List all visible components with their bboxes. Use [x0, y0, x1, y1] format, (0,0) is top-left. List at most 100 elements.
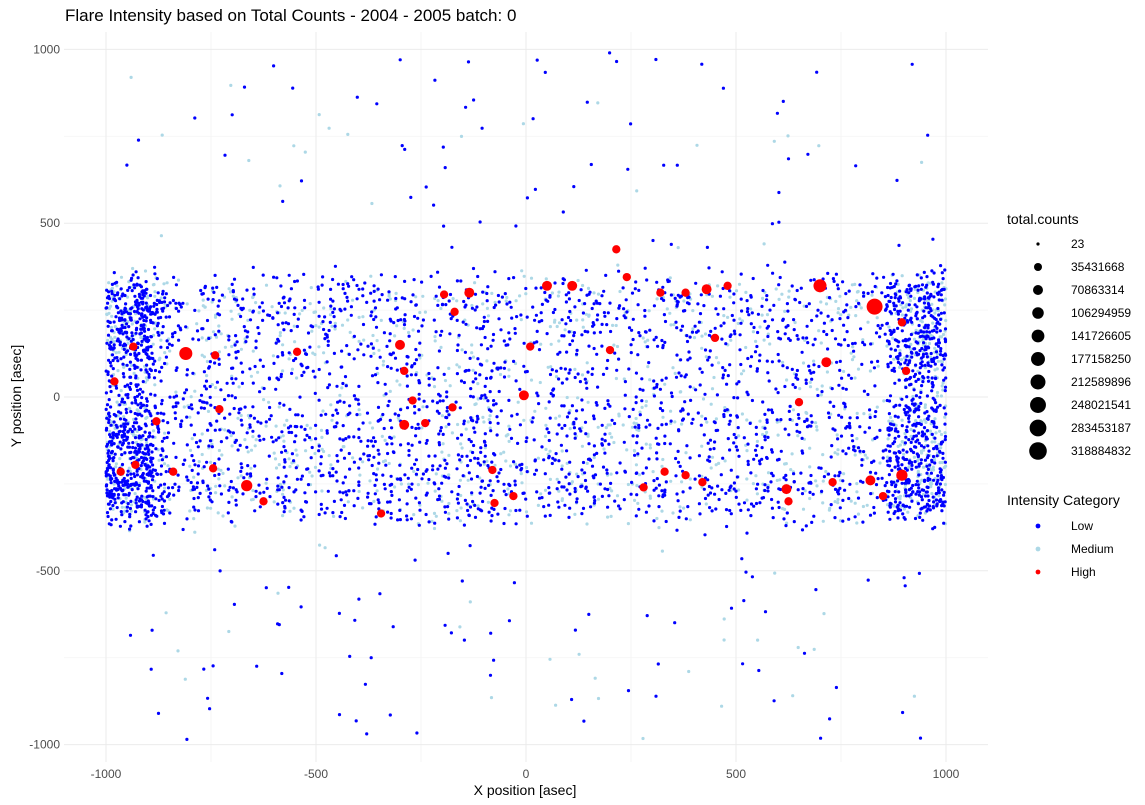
- flare-point-low: [456, 436, 460, 440]
- flare-point-low: [149, 414, 153, 418]
- flare-point-low: [698, 383, 702, 387]
- flare-point-low: [530, 420, 534, 424]
- flare-point-medium: [332, 514, 336, 519]
- flare-point-low: [640, 446, 644, 450]
- flare-point-medium: [278, 482, 282, 486]
- flare-point-low: [151, 321, 155, 325]
- flare-point-low: [827, 415, 831, 420]
- flare-point-low: [496, 293, 500, 298]
- flare-point-low: [414, 496, 418, 500]
- flare-point-medium: [205, 506, 209, 510]
- flare-point-low: [470, 306, 474, 310]
- flare-point-medium: [381, 460, 386, 464]
- flare-point-low: [911, 369, 915, 373]
- flare-point-low: [149, 335, 153, 339]
- flare-point-low: [728, 363, 732, 367]
- flare-point-low: [698, 512, 702, 516]
- flare-point-medium: [473, 281, 477, 285]
- flare-point-low: [135, 469, 139, 473]
- flare-point-medium: [112, 482, 116, 486]
- flare-point-low: [494, 303, 498, 307]
- flare-point-low: [609, 329, 613, 334]
- flare-point-low: [810, 377, 814, 381]
- flare-point-medium: [230, 444, 234, 448]
- flare-point-low: [276, 484, 280, 488]
- flare-point-low: [478, 491, 482, 495]
- flare-point-low: [926, 379, 931, 383]
- flare-point-low: [600, 494, 605, 498]
- flare-point-medium: [136, 409, 140, 413]
- flare-point-medium: [899, 358, 904, 362]
- flare-point-low: [126, 429, 130, 433]
- flare-point-medium: [395, 324, 399, 328]
- flare-point-low: [202, 465, 206, 469]
- flare-point-low: [910, 499, 914, 503]
- flare-point-low: [172, 275, 176, 279]
- flare-point-low: [296, 413, 300, 417]
- flare-point-low: [843, 402, 847, 406]
- flare-point-low: [770, 318, 775, 322]
- flare-point-low: [610, 418, 614, 422]
- flare-point-low: [261, 273, 265, 277]
- flare-point-low: [838, 506, 842, 510]
- flare-point-low: [792, 472, 796, 476]
- flare-point-medium: [117, 350, 121, 354]
- flare-point-low: [112, 320, 116, 324]
- flare-point-low: [283, 498, 288, 502]
- flare-point-low: [555, 487, 559, 491]
- flare-point-low: [412, 314, 417, 319]
- flare-point-medium: [740, 412, 745, 416]
- flare-point-low: [127, 491, 131, 495]
- flare-point-low: [927, 414, 931, 418]
- flare-point-low: [104, 407, 108, 411]
- flare-point-low: [386, 510, 390, 514]
- flare-point-low: [161, 325, 165, 329]
- flare-point-low: [676, 460, 681, 464]
- flare-point-low: [652, 519, 656, 523]
- flare-point-low: [600, 442, 604, 446]
- flare-point-low: [248, 318, 253, 322]
- flare-point-low: [314, 437, 318, 441]
- flare-point-medium: [504, 299, 508, 303]
- flare-point-low: [202, 406, 206, 410]
- flare-point-low: [675, 528, 679, 532]
- flare-point-medium: [673, 420, 677, 424]
- flare-point-low: [399, 318, 403, 322]
- flare-point-low: [502, 366, 506, 370]
- flare-point-low: [736, 396, 740, 400]
- flare-point-low: [804, 524, 808, 528]
- flare-point-low: [118, 340, 122, 344]
- flare-point-low: [583, 329, 587, 333]
- flare-point-low: [261, 364, 265, 368]
- flare-point-low: [195, 485, 199, 489]
- flare-point-medium: [267, 400, 271, 404]
- flare-point-low: [149, 442, 153, 446]
- flare-point-low: [895, 457, 899, 462]
- flare-point-low: [107, 449, 111, 453]
- flare-point-medium: [485, 359, 489, 363]
- flare-point-low: [287, 499, 291, 503]
- flare-point-medium: [560, 464, 564, 468]
- flare-point-low: [934, 492, 938, 496]
- flare-point-medium: [796, 434, 800, 438]
- flare-point-low: [792, 318, 796, 322]
- flare-point-low: [227, 353, 231, 357]
- flare-point-low: [289, 287, 293, 291]
- flare-point-low: [139, 368, 143, 372]
- flare-point-low: [567, 411, 571, 415]
- flare-point-low: [326, 339, 330, 343]
- flare-point-low: [617, 306, 621, 310]
- flare-point-medium: [923, 418, 927, 422]
- flare-point-low: [648, 328, 652, 332]
- flare-point-low: [930, 406, 934, 410]
- flare-point-low: [473, 515, 478, 520]
- flare-point-medium: [836, 497, 840, 502]
- flare-point-medium: [459, 506, 463, 510]
- flare-point-low: [687, 302, 691, 306]
- flare-point-medium: [587, 313, 591, 317]
- flare-point-low: [508, 337, 512, 341]
- flare-point-low: [906, 363, 910, 367]
- flare-point-low: [803, 419, 807, 424]
- flare-point-medium: [115, 400, 119, 404]
- flare-point-low: [732, 292, 736, 296]
